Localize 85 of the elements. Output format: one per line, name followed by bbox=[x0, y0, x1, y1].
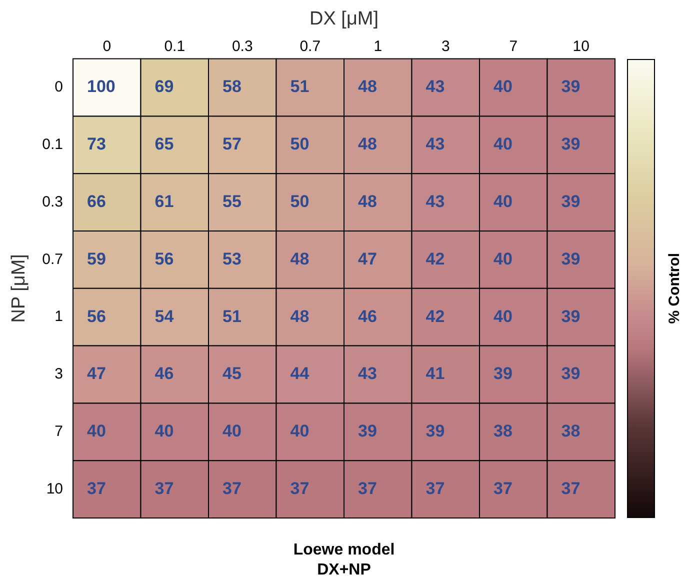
data-label: 54 bbox=[154, 306, 174, 326]
data-label: 40 bbox=[494, 77, 512, 96]
data-label: 37 bbox=[290, 478, 310, 498]
data-label: 39 bbox=[561, 134, 580, 154]
data-label: 42 bbox=[426, 249, 445, 268]
data-label: 58 bbox=[222, 77, 242, 96]
y-tick-label: 0 bbox=[54, 78, 63, 96]
data-label: 37 bbox=[494, 478, 512, 498]
data-label: 42 bbox=[426, 306, 445, 326]
y-tick-label: 0.3 bbox=[42, 193, 63, 210]
data-label: 40 bbox=[494, 192, 512, 211]
data-label: 45 bbox=[222, 364, 242, 384]
x-tick-label: 0 bbox=[102, 38, 112, 55]
data-label: 39 bbox=[494, 364, 512, 384]
data-label: 39 bbox=[561, 249, 580, 268]
data-label: 69 bbox=[154, 77, 174, 96]
data-label: 40 bbox=[154, 422, 174, 441]
y-axis-title: NP [μM] bbox=[8, 254, 30, 323]
data-label: 50 bbox=[290, 134, 310, 154]
data-label: 53 bbox=[222, 249, 242, 268]
data-label: 61 bbox=[154, 192, 174, 211]
x-tick-label: 0.3 bbox=[232, 38, 253, 55]
data-label: 48 bbox=[290, 306, 310, 326]
data-label: 37 bbox=[222, 478, 242, 498]
data-label: 47 bbox=[87, 364, 106, 384]
x-tick-label: 1 bbox=[374, 38, 382, 55]
data-label: 37 bbox=[154, 478, 174, 498]
x-tick-label: 0.1 bbox=[164, 38, 186, 55]
data-label: 73 bbox=[87, 134, 106, 154]
data-label: 56 bbox=[87, 306, 106, 326]
data-label: 40 bbox=[494, 134, 512, 154]
data-label: 40 bbox=[290, 422, 310, 441]
y-tick-label: 7 bbox=[54, 423, 63, 440]
data-label: 100 bbox=[87, 77, 116, 96]
data-label: 40 bbox=[494, 306, 512, 326]
data-label: 37 bbox=[426, 478, 445, 498]
data-label: 59 bbox=[87, 249, 106, 268]
data-label: 39 bbox=[561, 192, 580, 211]
y-tick-label: 10 bbox=[46, 480, 63, 498]
data-label: 39 bbox=[358, 422, 377, 441]
data-label: 55 bbox=[222, 192, 242, 211]
data-label: 40 bbox=[222, 422, 242, 441]
data-label: 48 bbox=[358, 134, 377, 154]
data-label: 44 bbox=[290, 364, 310, 384]
data-label: 65 bbox=[154, 134, 174, 154]
data-label: 51 bbox=[222, 306, 242, 326]
y-tick-label: 3 bbox=[54, 366, 63, 383]
x-tick-label: 7 bbox=[509, 38, 518, 55]
data-label: 43 bbox=[426, 134, 445, 154]
text: Loewe model bbox=[293, 541, 395, 558]
x-tick-label: 3 bbox=[441, 38, 450, 55]
data-label: 41 bbox=[426, 364, 445, 384]
data-label: 48 bbox=[358, 77, 377, 96]
y-tick-label: 0.1 bbox=[42, 136, 63, 154]
data-label: 43 bbox=[358, 364, 377, 384]
data-label: 37 bbox=[561, 478, 580, 498]
y-tick-label: 1 bbox=[54, 308, 63, 326]
data-label: 48 bbox=[358, 192, 377, 211]
text: DX+NP bbox=[317, 561, 372, 578]
data-label: 56 bbox=[154, 249, 174, 268]
data-label: 46 bbox=[358, 306, 377, 326]
data-label: 39 bbox=[561, 364, 580, 384]
x-tick-label: 10 bbox=[572, 38, 590, 55]
data-label: 39 bbox=[426, 422, 445, 441]
data-label: 40 bbox=[494, 249, 512, 268]
data-label: 40 bbox=[87, 422, 106, 441]
data-label: 39 bbox=[561, 306, 580, 326]
data-label: 47 bbox=[358, 249, 377, 268]
data-label: 66 bbox=[87, 192, 106, 211]
data-label: 57 bbox=[222, 134, 242, 154]
data-label: 38 bbox=[561, 422, 580, 441]
data-label: 50 bbox=[290, 192, 310, 211]
x-tick-label: 0.7 bbox=[300, 38, 321, 55]
data-label: 37 bbox=[87, 478, 106, 498]
data-label: 38 bbox=[494, 422, 512, 441]
y-tick-label: 0.7 bbox=[42, 250, 63, 268]
color-bar-title: % Control bbox=[666, 252, 682, 324]
data-label: 43 bbox=[426, 192, 445, 211]
data-label: 46 bbox=[154, 364, 174, 384]
x-axis-title: DX [μM] bbox=[309, 8, 379, 30]
data-label: 48 bbox=[290, 249, 310, 268]
data-label: 37 bbox=[358, 478, 377, 498]
data-label: 43 bbox=[426, 77, 445, 96]
data-label: 51 bbox=[290, 77, 310, 96]
data-label: 39 bbox=[561, 77, 580, 96]
